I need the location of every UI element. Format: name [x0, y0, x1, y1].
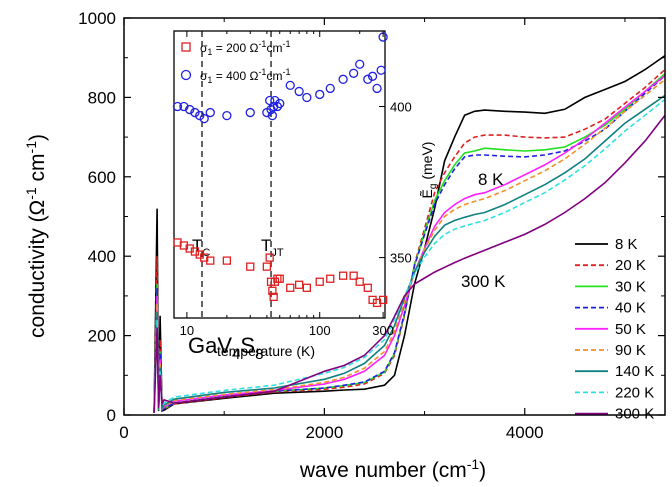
inset-x-tick-label: 300	[372, 323, 394, 338]
inset-point-circle	[348, 68, 359, 78]
legend-label: 90 K	[615, 342, 646, 359]
inset-point-square	[294, 280, 304, 289]
inset-point-circle	[185, 104, 195, 115]
inset-point-circle	[302, 92, 312, 103]
legend-label: 300 K	[615, 406, 654, 423]
x-tick-label: 4000	[506, 423, 544, 442]
inset-point-circle	[338, 74, 348, 84]
inset-point-circle	[294, 86, 304, 97]
legend-label: 30 K	[615, 278, 646, 295]
y-tick-label: 1000	[78, 9, 116, 28]
y-axis-title: conductivity (Ω-1 cm-1)	[23, 134, 49, 338]
series-line-8k	[153, 55, 665, 414]
legend-label: 140 K	[615, 363, 654, 380]
y-tick-label: 400	[88, 247, 116, 266]
inset-point-square	[355, 277, 364, 286]
inset-x-tick-label: 10	[180, 323, 194, 338]
inset-y-tick-label: 400	[390, 100, 412, 115]
inset-x-tick-label: 100	[309, 323, 331, 338]
main-plot	[153, 55, 665, 414]
inset-point-square	[269, 292, 278, 302]
inset-point-circle	[205, 107, 215, 118]
x-tick-label: 0	[119, 423, 128, 442]
inset-point-circle	[363, 74, 373, 84]
inset-point-square	[265, 253, 274, 262]
series-line-40k	[153, 75, 665, 414]
inset-point-circle	[190, 107, 200, 118]
inset-point-square	[268, 286, 277, 295]
inset-legend-label: σ1 = 400 Ω-1cm-1	[200, 67, 290, 85]
annotation-300k: 300 K	[461, 272, 506, 291]
inset-point-square	[275, 274, 284, 283]
main-axes: 0 2000 4000 0 200 400 600 800 1000	[78, 9, 666, 442]
y-tick-label: 0	[107, 406, 116, 425]
series-line-140k	[153, 94, 665, 414]
inset-legend-marker	[180, 69, 192, 81]
x-tick-label: 2000	[305, 423, 343, 442]
inset-point-circle	[372, 83, 382, 94]
y-tick-label: 600	[88, 168, 116, 187]
inset-point-square	[378, 295, 388, 305]
inset-vline-label: TJT	[261, 236, 284, 259]
series-line-220k	[153, 98, 665, 414]
inset-legend-marker	[181, 42, 191, 52]
y-tick-label: 800	[88, 88, 116, 107]
legend-label: 20 K	[615, 257, 646, 274]
inset-point-square	[349, 271, 358, 280]
inset-point-square	[206, 256, 215, 265]
inset-point-circle	[285, 80, 295, 91]
inset-point-circle	[325, 83, 335, 94]
inset-point-circle	[275, 98, 285, 109]
y-tick-label: 200	[88, 327, 116, 346]
legend-label: 50 K	[615, 321, 646, 338]
annotation-8k: 8 K	[478, 170, 504, 189]
series-line-300k	[153, 114, 665, 414]
series-line-90k	[153, 78, 665, 414]
inset-point-circle	[267, 110, 278, 121]
inset-plot: TC TJT 10 100 300 350 400 σ1 = 200 Ω-1cm-1 σ1 = …	[172, 30, 412, 338]
legend-label: 40 K	[615, 300, 646, 317]
inset-point-circle	[367, 71, 378, 81]
inset-point-square	[302, 283, 311, 292]
inset-point-square	[222, 256, 232, 265]
inset-point-square	[338, 271, 348, 280]
inset-point-circle	[245, 107, 255, 118]
series-line-30k	[153, 73, 665, 414]
inset-point-square	[246, 262, 255, 271]
x-axis-title: wave number (cm-1)	[299, 456, 486, 482]
legend: 8 K 20 K 30 K 40 K 50 K 90 K 140 K 220 K 300 K	[575, 236, 654, 423]
inset-point-square	[262, 262, 272, 271]
inset-x-axis-title: temperature (K)	[217, 343, 315, 359]
inset-frame	[173, 30, 386, 319]
inset-legend-label: σ1 = 200 Ω-1cm-1	[200, 39, 290, 57]
inset-point-circle	[355, 59, 365, 69]
inset-point-circle	[172, 101, 183, 112]
inset-point-circle	[199, 113, 209, 124]
inset-point-square	[315, 277, 324, 286]
inset-point-circle	[270, 95, 280, 106]
legend-label: 220 K	[615, 384, 654, 401]
legend-label: 8 K	[615, 236, 638, 253]
inset-point-circle	[222, 110, 232, 121]
inset-vline-label: TC	[192, 236, 210, 259]
inset-point-circle	[376, 65, 386, 75]
inset-point-square	[286, 283, 295, 292]
inset-point-square	[326, 274, 335, 283]
inset-y-axis-title: Ẽg (meV)	[419, 142, 439, 199]
inset-point-circle	[272, 101, 283, 112]
inset-point-circle	[315, 89, 325, 100]
inset-y-tick-label: 350	[390, 251, 412, 266]
series-line-50k	[153, 74, 665, 414]
sample-label: GaV4S8	[188, 333, 263, 363]
inset-point-square	[363, 283, 372, 292]
